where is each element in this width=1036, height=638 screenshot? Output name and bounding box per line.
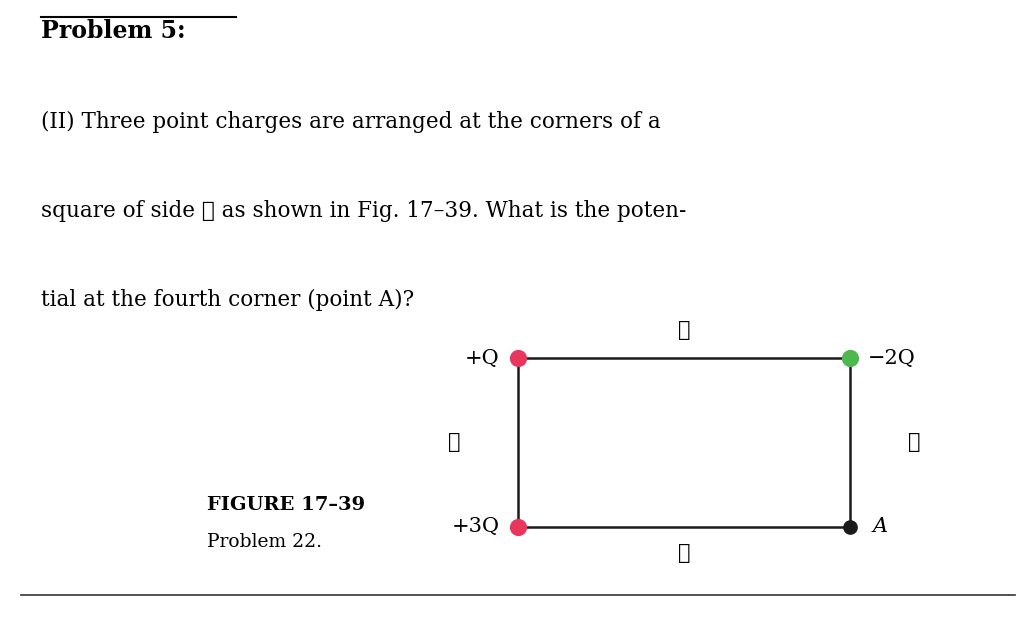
- Text: −2Q: −2Q: [868, 349, 916, 367]
- Text: tial at the fourth corner (point A)?: tial at the fourth corner (point A)?: [41, 288, 414, 311]
- Text: (II) Three point charges are arranged at the corners of a: (II) Three point charges are arranged at…: [41, 111, 661, 133]
- Text: Problem 22.: Problem 22.: [207, 533, 322, 551]
- Point: [841, 522, 858, 532]
- Text: ℓ: ℓ: [678, 322, 690, 340]
- Text: A: A: [872, 517, 888, 536]
- Point: [841, 353, 858, 364]
- Text: ℓ: ℓ: [908, 433, 920, 452]
- Text: ℓ: ℓ: [448, 433, 460, 452]
- Point: [510, 353, 526, 364]
- Point: [510, 522, 526, 532]
- Text: square of side ℓ as shown in Fig. 17–39. What is the poten-: square of side ℓ as shown in Fig. 17–39.…: [41, 200, 687, 222]
- Text: FIGURE 17–39: FIGURE 17–39: [207, 496, 366, 514]
- Text: Problem 5:: Problem 5:: [41, 19, 186, 43]
- Text: +3Q: +3Q: [452, 517, 499, 536]
- Text: ℓ: ℓ: [678, 544, 690, 563]
- Text: +Q: +Q: [465, 349, 499, 367]
